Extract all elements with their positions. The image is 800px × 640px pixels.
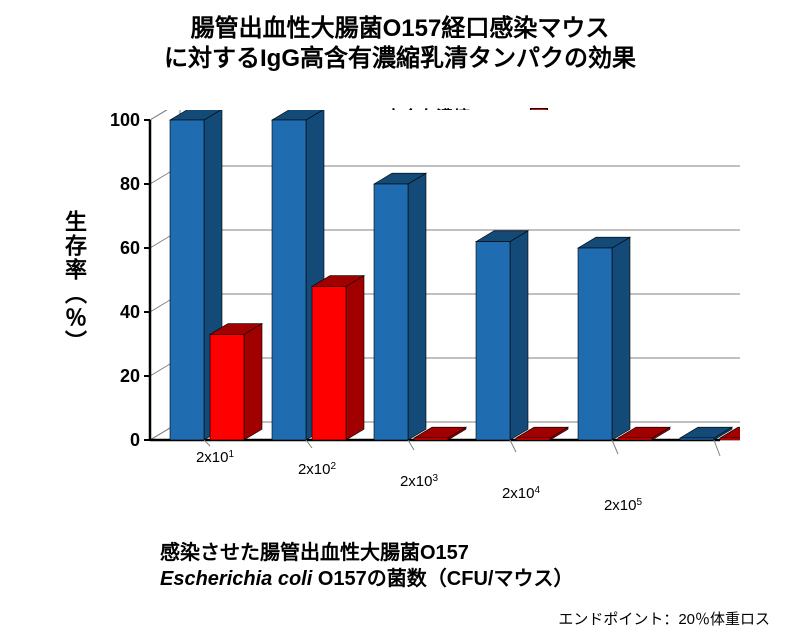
svg-text:40: 40	[120, 302, 140, 322]
bar-chart-svg: 0 20 40 60 80 100 2x101 2x102 2x103 2x104 2x105 2x1…	[80, 110, 740, 510]
x-axis-label: 感染させた腸管出血性大腸菌O157 Escherichia coli O157の…	[160, 540, 573, 592]
svg-text:2x103: 2x103	[400, 473, 439, 491]
chart-footnote: エンドポイント：20％体重ロス	[558, 608, 770, 629]
svg-text:2x106: 2x106	[706, 509, 740, 511]
svg-text:20: 20	[120, 366, 140, 386]
svg-text:2x104: 2x104	[502, 485, 541, 503]
chart-area: 0 20 40 60 80 100 2x101 2x102 2x103 2x104 2x105 2x1…	[80, 110, 740, 510]
chart-title-line1: 腸管出血性大腸菌O157経口感染マウス	[0, 14, 800, 44]
svg-text:2x102: 2x102	[298, 461, 337, 479]
svg-text:80: 80	[120, 174, 140, 194]
chart-title-line2: に対するIgG高含有濃縮乳清タンパクの効果	[0, 44, 800, 74]
svg-text:2x101: 2x101	[196, 449, 235, 467]
x-axis-label-line2a: Escherichia coli	[160, 568, 318, 590]
svg-text:2x105: 2x105	[604, 497, 643, 511]
svg-text:100: 100	[110, 110, 140, 130]
x-axis-label-line1: 感染させた腸管出血性大腸菌O157	[160, 540, 573, 566]
svg-text:60: 60	[120, 238, 140, 258]
x-axis-label-line2b: O157の菌数（CFU/マウス）	[318, 568, 574, 590]
svg-text:0: 0	[130, 430, 140, 450]
